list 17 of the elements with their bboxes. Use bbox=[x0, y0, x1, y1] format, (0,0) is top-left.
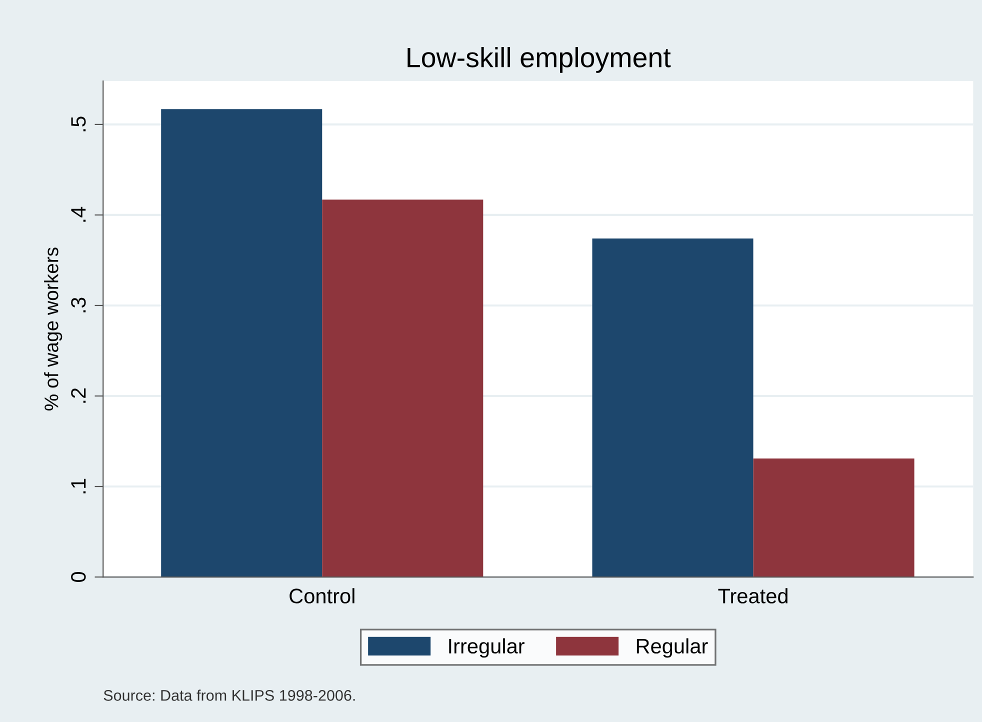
bar bbox=[592, 238, 754, 578]
source-note: Source: Data from KLIPS 1998-2006. bbox=[104, 690, 355, 701]
y-tick-label: .4 bbox=[71, 206, 86, 222]
bar bbox=[753, 458, 914, 578]
chart-title: Low-skill employment bbox=[408, 46, 671, 73]
y-tick-label: .3 bbox=[71, 298, 86, 312]
bar bbox=[161, 109, 322, 578]
y-axis-title: % of wage workers bbox=[44, 248, 62, 410]
legend-label: Regular bbox=[636, 638, 708, 658]
y-tick-label: .5 bbox=[71, 116, 86, 132]
x-tick-label: Treated bbox=[718, 588, 788, 604]
x-tick-label: Control bbox=[290, 588, 354, 604]
y-tick-label: .1 bbox=[71, 478, 86, 494]
y-tick-label: 0 bbox=[71, 572, 86, 582]
legend-label: Irregular bbox=[449, 638, 524, 658]
y-tick-label: .2 bbox=[71, 388, 86, 403]
bar bbox=[322, 200, 484, 578]
